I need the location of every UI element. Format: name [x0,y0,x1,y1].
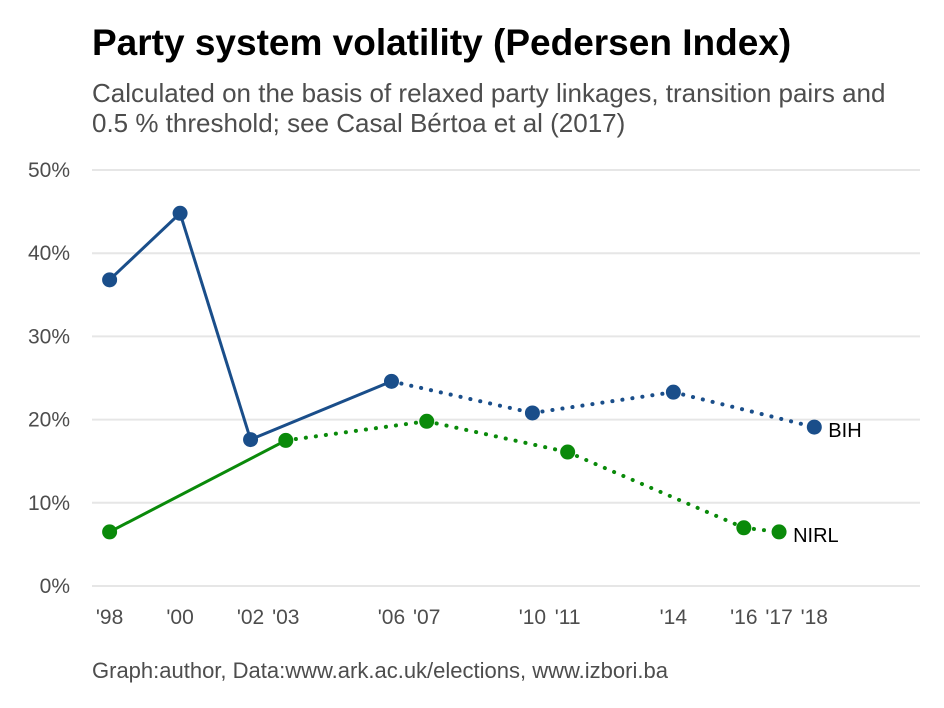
x-axis-ticks: '98 '00 '02 '03 '06 '07 '10 '11 '14 '16 '17 '18 [96,606,828,629]
x-tick-label: '07 [413,606,440,629]
x-tick-label: '14 [660,606,688,629]
data-point [172,205,188,221]
x-tick-label: '10 [519,606,546,629]
data-point [771,524,787,540]
data-point [560,444,576,460]
data-point [278,432,294,448]
y-tick-label: 50% [28,159,70,182]
gridlines [92,169,920,587]
series-layer: BIH NIRL [102,205,862,547]
x-tick-label: '16 [730,606,757,629]
series-label: NIRL [793,525,839,547]
data-point [736,520,752,536]
x-tick-label: '03 [272,606,299,629]
data-point [383,373,399,389]
data-point [102,524,118,540]
series-line-solid [108,439,287,534]
x-tick-label: '06 [378,606,405,629]
data-point [524,405,540,421]
series-nirl: NIRL [102,413,839,547]
y-tick-label: 30% [28,325,70,348]
y-tick-label: 20% [28,409,70,432]
x-tick-label: '00 [166,606,193,629]
x-tick-label: '18 [801,606,828,629]
x-tick-label: '02 [237,606,264,629]
x-tick-label: '11 [555,606,581,629]
y-tick-label: 40% [28,242,70,265]
series-label: BIH [828,420,861,442]
y-tick-label: 10% [28,492,70,515]
x-tick-label: '98 [96,606,123,629]
x-tick-label: '17 [765,606,792,629]
series-line-dotted [283,419,429,443]
series-bih: BIH [102,205,862,448]
data-point [243,432,259,448]
series-line-solid [178,212,252,441]
series-line-dotted [530,390,676,415]
series-line-dotted [565,450,746,530]
series-line-solid [108,212,182,281]
data-point [419,413,435,429]
chart-subtitle: Calculated on the basis of relaxed party… [92,78,886,138]
chart-title: Party system volatility (Pedersen Index) [92,22,792,63]
data-point [665,384,681,400]
series-line-solid [249,379,393,441]
chart-caption: Graph:author, Data:www.ark.ac.uk/electio… [92,658,668,683]
data-point [806,419,822,435]
series-line-dotted [389,379,535,415]
series-line-dotted [671,390,817,430]
series-line-dotted [424,419,570,455]
y-tick-label: 0% [40,575,70,598]
y-axis-ticks: 0% 10% 20% 30% 40% 50% [28,159,70,598]
data-point [102,272,118,288]
